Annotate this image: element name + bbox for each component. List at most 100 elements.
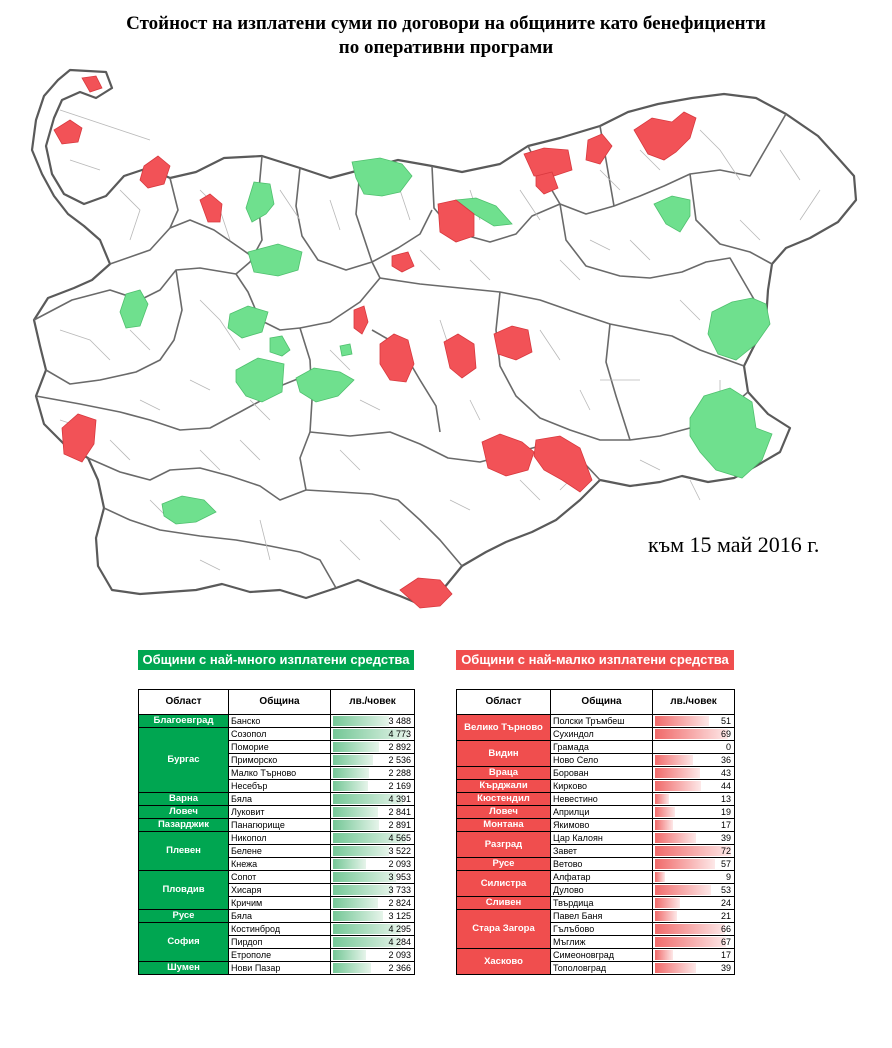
column-header-oblast: Област	[456, 689, 551, 715]
most-paid-header: Общини с най-много изплатени средства	[138, 650, 414, 670]
data-bar	[655, 924, 725, 934]
value-cell: 66	[652, 922, 735, 936]
oblast-cell: Пазарджик	[138, 818, 229, 832]
value-cell: 3 125	[330, 909, 415, 923]
column-header-per-capita: лв./човек	[652, 689, 735, 715]
table-row: Тополовград 39	[457, 961, 735, 975]
obshtina-cell: Ново Село	[550, 753, 653, 767]
data-bar	[333, 872, 396, 882]
value-cell: 39	[652, 961, 735, 975]
value-label: 4 773	[388, 729, 411, 739]
map-red-area-13	[443, 333, 477, 379]
table-row: Кърджали Кирково 44	[456, 779, 735, 793]
table-row: Ловеч Луковит 2 841	[138, 805, 415, 819]
table-row: Белене 3 522	[139, 844, 415, 858]
map-green-area-13	[689, 387, 773, 479]
oblast-cell: Шумен	[138, 961, 229, 975]
data-bar	[655, 846, 731, 856]
table-row: Пловдив Сопот 3 953	[138, 870, 415, 910]
data-bar	[655, 872, 665, 882]
value-cell: 43	[652, 766, 735, 780]
value-cell: 3 522	[330, 844, 415, 858]
value-label: 57	[720, 859, 731, 869]
data-bar	[655, 820, 673, 830]
table-row: Сливен Твърдица 24	[456, 896, 735, 910]
value-label: 3 953	[388, 872, 411, 882]
obshtina-cell: Грамада	[550, 740, 653, 754]
least-paid-table: Област Община лв./човек Велико Търново По…	[456, 689, 735, 975]
map-green-area-11	[653, 195, 691, 233]
map-red-area-9	[585, 133, 613, 165]
obshtina-cell: Луковит	[228, 805, 331, 819]
value-label: 24	[720, 898, 731, 908]
value-cell: 4 391	[330, 792, 415, 806]
data-bar	[333, 781, 368, 791]
table-row: Благоевград Банско 3 488	[138, 714, 415, 728]
oblast-cell: Благоевград	[138, 714, 229, 728]
table-row: София Костинброд 4 295	[138, 922, 415, 962]
data-bar	[655, 898, 681, 908]
value-cell: 2 892	[330, 740, 415, 754]
map-green-area-5	[227, 305, 269, 339]
oblast-cell: Варна	[138, 792, 229, 806]
value-cell: 13	[652, 792, 735, 806]
oblast-cell: Хасково	[456, 948, 551, 975]
obshtina-cell: Цар Калоян	[550, 831, 653, 845]
obshtina-cell: Панагюрище	[228, 818, 331, 832]
data-bar	[655, 937, 726, 947]
value-label: 2 892	[388, 742, 411, 752]
obshtina-cell: Несебър	[228, 779, 331, 793]
value-cell: 17	[652, 948, 735, 962]
table-row: Малко Търново 2 288	[139, 766, 415, 780]
oblast-cell: Русе	[456, 857, 551, 871]
obshtina-cell: Банско	[228, 714, 331, 728]
value-label: 67	[720, 937, 731, 947]
data-bar	[333, 885, 393, 895]
value-cell: 17	[652, 818, 735, 832]
value-label: 4 565	[388, 833, 411, 843]
most-paid-table: Област Община лв./човек Благоевград Банск…	[138, 689, 415, 975]
value-cell: 2 288	[330, 766, 415, 780]
value-cell: 2 891	[330, 818, 415, 832]
data-bar	[655, 885, 711, 895]
value-label: 3 522	[388, 846, 411, 856]
value-label: 66	[720, 924, 731, 934]
oblast-cell: София	[138, 922, 229, 962]
table-row: Стара Загора Павел Баня 21	[456, 909, 735, 949]
value-cell: 72	[652, 844, 735, 858]
map-green-area-9	[295, 367, 355, 403]
value-cell: 3 953	[330, 870, 415, 884]
map-red-area-10	[633, 111, 697, 161]
oblast-cell: Видин	[456, 740, 551, 767]
map-green-area-2	[245, 181, 275, 223]
map-green-area-1	[351, 157, 413, 197]
data-bar	[655, 716, 709, 726]
obshtina-cell: Дулово	[550, 883, 653, 897]
obshtina-cell: Твърдица	[550, 896, 653, 910]
table-row: Велико Търново Полски Тръмбеш 51	[456, 714, 735, 741]
value-cell: 36	[652, 753, 735, 767]
value-label: 51	[720, 716, 731, 726]
data-bar	[655, 768, 701, 778]
most-paid-table-body: Благоевград Банско 3 488 Бургас Созопол 4 773…	[138, 714, 415, 975]
map-green-area-8	[235, 357, 285, 403]
obshtina-cell: Бяла	[228, 792, 331, 806]
value-cell: 39	[652, 831, 735, 845]
table-row: Кюстендил Невестино 13	[456, 792, 735, 806]
obshtina-cell: Априлци	[550, 805, 653, 819]
value-label: 3 488	[388, 716, 411, 726]
obshtina-cell: Хисаря	[228, 883, 331, 897]
value-cell: 2 824	[330, 896, 415, 910]
map-red-area-7	[523, 147, 573, 177]
value-label: 3 733	[388, 885, 411, 895]
obshtina-cell: Симеоновград	[550, 948, 653, 962]
map-red-area-5	[391, 251, 415, 273]
value-label: 39	[720, 963, 731, 973]
value-label: 4 284	[388, 937, 411, 947]
obshtina-cell: Кнежа	[228, 857, 331, 871]
map-red-area-18	[399, 577, 453, 609]
oblast-cell: Разград	[456, 831, 551, 858]
obshtina-cell: Кирково	[550, 779, 653, 793]
value-label: 21	[720, 911, 731, 921]
value-cell: 9	[652, 870, 735, 884]
